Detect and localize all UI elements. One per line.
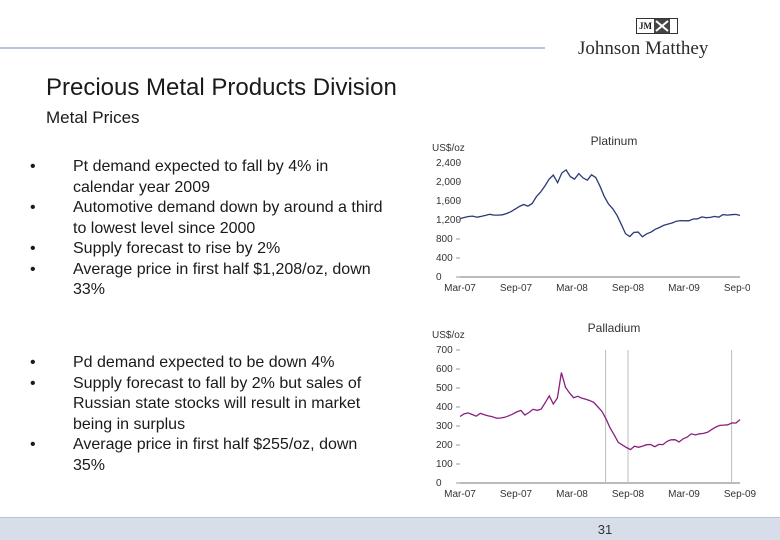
- platinum-x-tick-label: Sep-07: [500, 283, 533, 294]
- company-logo: JM Johnson Matthey: [578, 18, 738, 62]
- footer-rule: [0, 517, 780, 518]
- platinum-y-tick-label: 2,000: [436, 177, 461, 188]
- platinum-bullets: Pt demand expected to fall by 4% in cale…: [30, 157, 393, 301]
- platinum-y-tick-label: 1,600: [436, 196, 461, 207]
- jm-symbol-icon: [654, 19, 670, 33]
- platinum-y-axis-label: US$/oz: [432, 143, 465, 154]
- bullet-item: Average price in first half $1,208/oz, d…: [30, 260, 393, 301]
- platinum-x-tick-label: Sep-08: [612, 283, 645, 294]
- palladium-y-tick-label: 200: [436, 440, 453, 451]
- palladium-x-tick-label: Sep-07: [500, 489, 533, 500]
- bullet-item: Pt demand expected to fall by 4% in cale…: [30, 157, 393, 198]
- bullet-item: Automotive demand down by around a third…: [30, 198, 393, 239]
- platinum-y-tick-label: 2,400: [436, 158, 461, 169]
- platinum-y-tick-label: 0: [436, 272, 442, 283]
- palladium-chart: Palladium US$/oz 0 100 200 300 400 500 600 700 Mar…: [432, 321, 757, 500]
- platinum-price-line: [459, 168, 741, 238]
- platinum-x-tick-label: Mar-08: [556, 283, 588, 294]
- palladium-y-tick-label: 400: [436, 402, 453, 413]
- slide-title: Precious Metal Products Division: [46, 74, 397, 101]
- palladium-y-tick-label: 600: [436, 364, 453, 375]
- bullet-item: Supply forecast to fall by 2% but sales …: [30, 374, 393, 436]
- header-rule: [0, 47, 545, 49]
- platinum-y-tick-label: 1,200: [436, 215, 461, 226]
- palladium-x-tick-label: Sep-09: [724, 489, 757, 500]
- footer-bar: [0, 518, 780, 540]
- palladium-bullets: Pd demand expected to be down 4% Supply …: [30, 353, 393, 476]
- palladium-y-tick-label: 100: [436, 459, 453, 470]
- palladium-y-tick-label: 700: [436, 345, 453, 356]
- palladium-y-tick-label: 300: [436, 421, 453, 432]
- jm-mark: JM: [636, 18, 678, 34]
- platinum-x-tick-label: Mar-09: [668, 283, 700, 294]
- palladium-x-tick-label: Sep-08: [612, 489, 645, 500]
- palladium-y-tick-label: 500: [436, 383, 453, 394]
- platinum-y-tick-label: 400: [436, 253, 453, 264]
- platinum-chart-title: Platinum: [591, 134, 638, 148]
- company-name: Johnson Matthey: [578, 38, 709, 59]
- palladium-chart-title: Palladium: [588, 321, 641, 335]
- page-number: 31: [597, 522, 613, 537]
- platinum-y-tick-label: 800: [436, 234, 453, 245]
- platinum-x-tick-label: Sep-09: [724, 283, 750, 294]
- platinum-chart: Platinum US$/oz 0 400 800 1,200 1,600 2,000 2,40…: [432, 134, 750, 294]
- platinum-x-tick-label: Mar-07: [444, 283, 476, 294]
- palladium-x-tick-label: Mar-08: [556, 489, 588, 500]
- palladium-x-tick-label: Mar-07: [444, 489, 476, 500]
- palladium-y-axis-label: US$/oz: [432, 330, 465, 341]
- bullet-item: Pd demand expected to be down 4%: [30, 353, 393, 374]
- palladium-x-tick-label: Mar-09: [668, 489, 700, 500]
- bullet-item: Supply forecast to rise by 2%: [30, 239, 393, 260]
- bullet-item: Average price in first half $255/oz, dow…: [30, 435, 393, 476]
- palladium-price-line: [459, 372, 741, 451]
- jm-mark-text: JM: [639, 21, 652, 31]
- slide-subtitle: Metal Prices: [46, 108, 140, 127]
- palladium-y-tick-label: 0: [436, 478, 442, 489]
